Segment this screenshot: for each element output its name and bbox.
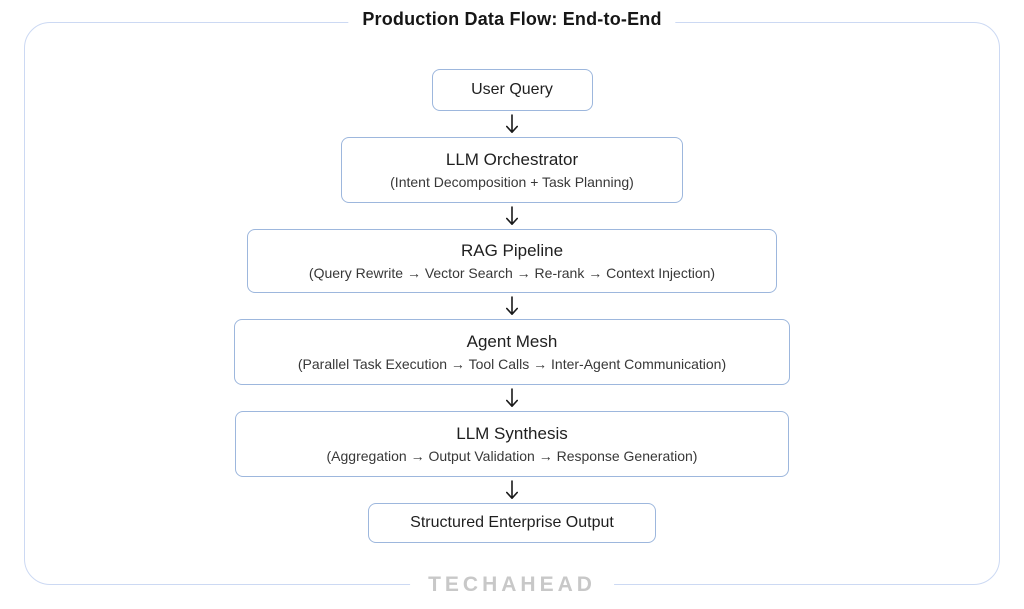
down-arrow-icon bbox=[504, 293, 520, 319]
down-arrow-icon bbox=[504, 477, 520, 503]
node-label: Structured Enterprise Output bbox=[410, 514, 614, 531]
node-structured-enterprise-output: Structured Enterprise Output bbox=[368, 503, 656, 543]
down-arrow-icon bbox=[504, 111, 520, 137]
node-sublabel: (Aggregation → Output Validation → Respo… bbox=[326, 448, 698, 464]
outer-frame: Production Data Flow: End-to-End User Qu… bbox=[24, 9, 1000, 597]
node-agent-mesh: Agent Mesh (Parallel Task Execution → To… bbox=[234, 319, 790, 385]
brand-logo: TECHAHEAD bbox=[410, 573, 614, 597]
node-label: Agent Mesh bbox=[466, 332, 558, 351]
flow-column: User Query LLM Orchestrator (Intent Deco… bbox=[25, 69, 999, 543]
node-label: LLM Synthesis bbox=[456, 424, 568, 443]
node-label: LLM Orchestrator bbox=[445, 150, 579, 169]
node-sublabel: (Intent Decomposition + Task Planning) bbox=[390, 174, 634, 190]
node-label: RAG Pipeline bbox=[460, 241, 564, 260]
diagram-title: Production Data Flow: End-to-End bbox=[348, 9, 676, 30]
node-sublabel: (Parallel Task Execution → Tool Calls → … bbox=[297, 356, 727, 372]
down-arrow-icon bbox=[504, 203, 520, 229]
node-rag-pipeline: RAG Pipeline (Query Rewrite → Vector Sea… bbox=[247, 229, 777, 293]
down-arrow-icon bbox=[504, 385, 520, 411]
node-user-query: User Query bbox=[431, 69, 593, 111]
node-llm-orchestrator: LLM Orchestrator (Intent Decomposition +… bbox=[341, 137, 683, 203]
node-label: User Query bbox=[471, 81, 553, 98]
node-sublabel: (Query Rewrite → Vector Search → Re-rank… bbox=[308, 265, 716, 281]
node-llm-synthesis: LLM Synthesis (Aggregation → Output Vali… bbox=[235, 411, 789, 477]
